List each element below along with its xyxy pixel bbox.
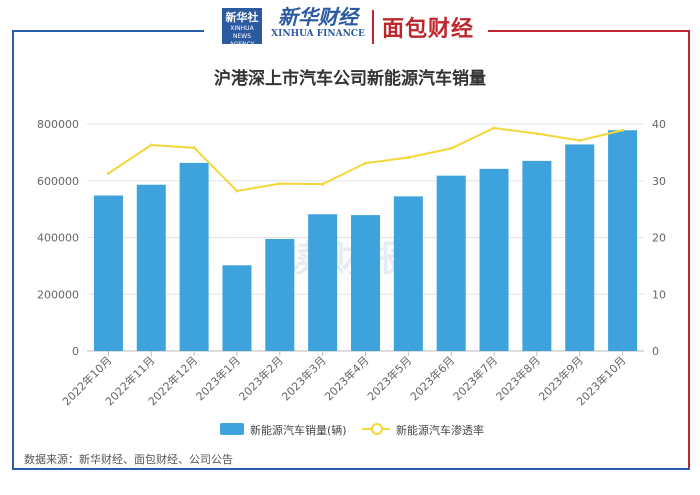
x-tick-label: 2023年8月 xyxy=(493,353,543,403)
xinhua-logo-sub: XINHUA NEWS AGENCY xyxy=(229,25,255,48)
chart-title: 沪港深上市汽车公司新能源汽车销量 xyxy=(214,69,486,89)
x-tick-label: 2023年2月 xyxy=(236,353,286,403)
line-point xyxy=(278,182,282,186)
bar xyxy=(265,238,295,351)
bar xyxy=(565,144,595,351)
x-tick-label: 2023年4月 xyxy=(321,353,371,403)
bar xyxy=(308,214,338,351)
line-point xyxy=(578,138,582,142)
xinhua-logo-text: 新华社 xyxy=(225,11,259,24)
bar xyxy=(179,162,209,351)
legend-sales-label: 新能源汽车销量(辆) xyxy=(250,424,347,437)
line-point xyxy=(621,128,625,132)
xinhua-finance-cn: 新华财经 xyxy=(278,5,358,29)
bar xyxy=(222,265,252,351)
line-point xyxy=(192,146,196,150)
frame-right-line xyxy=(688,30,690,470)
y-left-tick-label: 0 xyxy=(72,345,79,358)
line-point xyxy=(492,126,496,130)
x-tick-label: 2023年6月 xyxy=(407,353,457,403)
line-point xyxy=(106,171,110,175)
y-right-tick-label: 20 xyxy=(652,232,666,245)
bar xyxy=(522,160,552,351)
line-point xyxy=(449,146,453,150)
bar xyxy=(136,184,166,351)
x-tick-label: 2023年1月 xyxy=(193,353,243,403)
xinhua-finance-brand: 新华财经 XINHUA FINANCE xyxy=(268,6,368,40)
line-point xyxy=(364,161,367,165)
y-right-tick-label: 10 xyxy=(652,288,666,301)
bar xyxy=(608,130,638,351)
y-right-tick-label: 0 xyxy=(652,345,659,358)
bar xyxy=(93,195,123,351)
legend-bar-swatch xyxy=(220,423,244,435)
xinhua-finance-en: XINHUA FINANCE xyxy=(271,29,365,39)
x-tick-label: 2023年5月 xyxy=(364,353,414,403)
frame-top-right-line xyxy=(488,30,688,32)
bar xyxy=(479,168,509,351)
mianbao-finance-brand: 面包财经 xyxy=(382,17,475,42)
watermark: 读财报 xyxy=(285,239,412,280)
y-left-tick-label: 800000 xyxy=(37,118,79,131)
x-tick-label: 2023年3月 xyxy=(279,353,329,403)
line-point xyxy=(149,143,153,147)
frame-top-left-line xyxy=(12,30,204,32)
y-right-tick-label: 30 xyxy=(652,175,666,188)
bar xyxy=(393,196,423,351)
line-point xyxy=(406,155,410,159)
x-tick-label: 2023年7月 xyxy=(450,353,500,403)
brand-separator xyxy=(372,10,374,44)
header: 新华社 XINHUA NEWS AGENCY 新华财经 XINHUA FINAN… xyxy=(0,0,700,48)
y-left-tick-label: 600000 xyxy=(37,175,79,188)
frame-left-line xyxy=(12,30,14,470)
bar xyxy=(436,175,466,351)
xinhua-logo: 新华社 XINHUA NEWS AGENCY xyxy=(222,8,262,48)
legend-penetration-label: 新能源汽车渗透率 xyxy=(396,424,484,437)
line-point xyxy=(321,182,325,186)
line-point xyxy=(535,132,539,136)
data-source: 数据来源：新华财经、面包财经、公司公告 xyxy=(24,453,233,466)
y-right-tick-label: 40 xyxy=(652,118,666,131)
y-left-tick-label: 200000 xyxy=(37,288,79,301)
legend-line-dot xyxy=(371,423,383,435)
y-left-tick-label: 400000 xyxy=(37,232,79,245)
frame-bottom-line xyxy=(12,468,690,470)
line-point xyxy=(235,189,239,193)
bar xyxy=(351,215,380,351)
